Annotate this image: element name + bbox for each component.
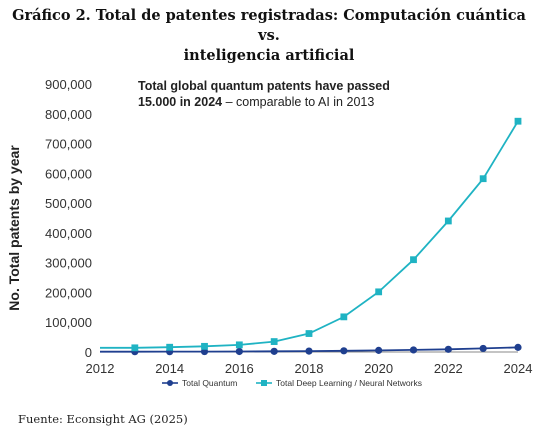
data-point [305, 330, 313, 337]
data-point [444, 217, 452, 225]
data-point [479, 175, 487, 183]
x-tick-label: 2024 [504, 361, 533, 376]
annotation-line-2-bold: 15.000 in 2024 [138, 95, 222, 109]
series-line [100, 120, 519, 349]
data-point [166, 343, 174, 351]
annotation-line-1: Total global quantum patents have passed [138, 79, 390, 93]
annotation-line-2: 15.000 in 2024 – comparable to AI in 201… [138, 95, 374, 109]
data-point [235, 341, 243, 349]
y-tick-label: 0 [85, 345, 92, 360]
chart-series [100, 117, 522, 356]
y-tick-label: 900,000 [45, 77, 92, 92]
y-tick-label: 200,000 [45, 285, 92, 300]
series-quantum [100, 343, 522, 356]
x-tick-label: 2012 [86, 361, 115, 376]
legend-marker [261, 380, 267, 386]
x-tick-label: 2014 [155, 361, 184, 376]
x-tick-label: 2020 [364, 361, 393, 376]
data-point [514, 343, 522, 351]
data-point [409, 346, 418, 354]
x-tick-label: 2018 [295, 361, 324, 376]
legend-label: Total Deep Learning / Neural Networks [276, 378, 422, 388]
data-point [270, 338, 278, 345]
data-point [305, 347, 313, 355]
data-point [375, 346, 383, 354]
page-title-line-1: Gráfico 2. Total de patentes registradas… [12, 7, 526, 44]
y-tick-label: 800,000 [45, 107, 92, 122]
y-tick-label: 600,000 [45, 166, 92, 181]
legend-item: Total Deep Learning / Neural Networks [256, 378, 422, 388]
page-title: Gráfico 2. Total de patentes registradas… [0, 6, 538, 66]
x-tick-label: 2022 [434, 361, 463, 376]
x-tick-label: 2016 [225, 361, 254, 376]
legend-label: Total Quantum [182, 378, 237, 388]
data-point [235, 347, 243, 356]
chart-annotation: Total global quantum patents have passed… [138, 79, 390, 109]
series-deep-learning [100, 117, 522, 352]
page-title-line-2: inteligencia artificial [183, 47, 355, 64]
legend-item: Total Quantum [162, 378, 237, 388]
y-tick-label: 500,000 [45, 196, 92, 211]
data-point [340, 347, 348, 355]
y-tick-label: 400,000 [45, 226, 92, 241]
data-point [340, 313, 348, 321]
data-point [375, 288, 383, 296]
chart-legend: Total Quantum Total Deep Learning / Neura… [162, 378, 422, 388]
data-point [270, 347, 278, 355]
y-tick-label: 300,000 [45, 256, 92, 271]
y-tick-label: 700,000 [45, 137, 92, 152]
annotation-line-2-rest: – comparable to AI in 2013 [222, 95, 374, 109]
chart-axes: 0 100,000 200,000 300,000 400,000 500,000 600,… [45, 77, 532, 376]
data-point [131, 344, 139, 352]
data-point [200, 347, 209, 356]
data-point [479, 344, 487, 353]
data-point [201, 342, 208, 350]
legend-marker [167, 380, 173, 386]
y-axis-label: No. Total patents by year [6, 145, 22, 311]
source-note: Fuente: Econsight AG (2025) [18, 412, 188, 426]
y-tick-label: 100,000 [45, 315, 92, 330]
data-point [410, 256, 417, 264]
data-point [444, 345, 452, 353]
data-point [514, 117, 522, 125]
